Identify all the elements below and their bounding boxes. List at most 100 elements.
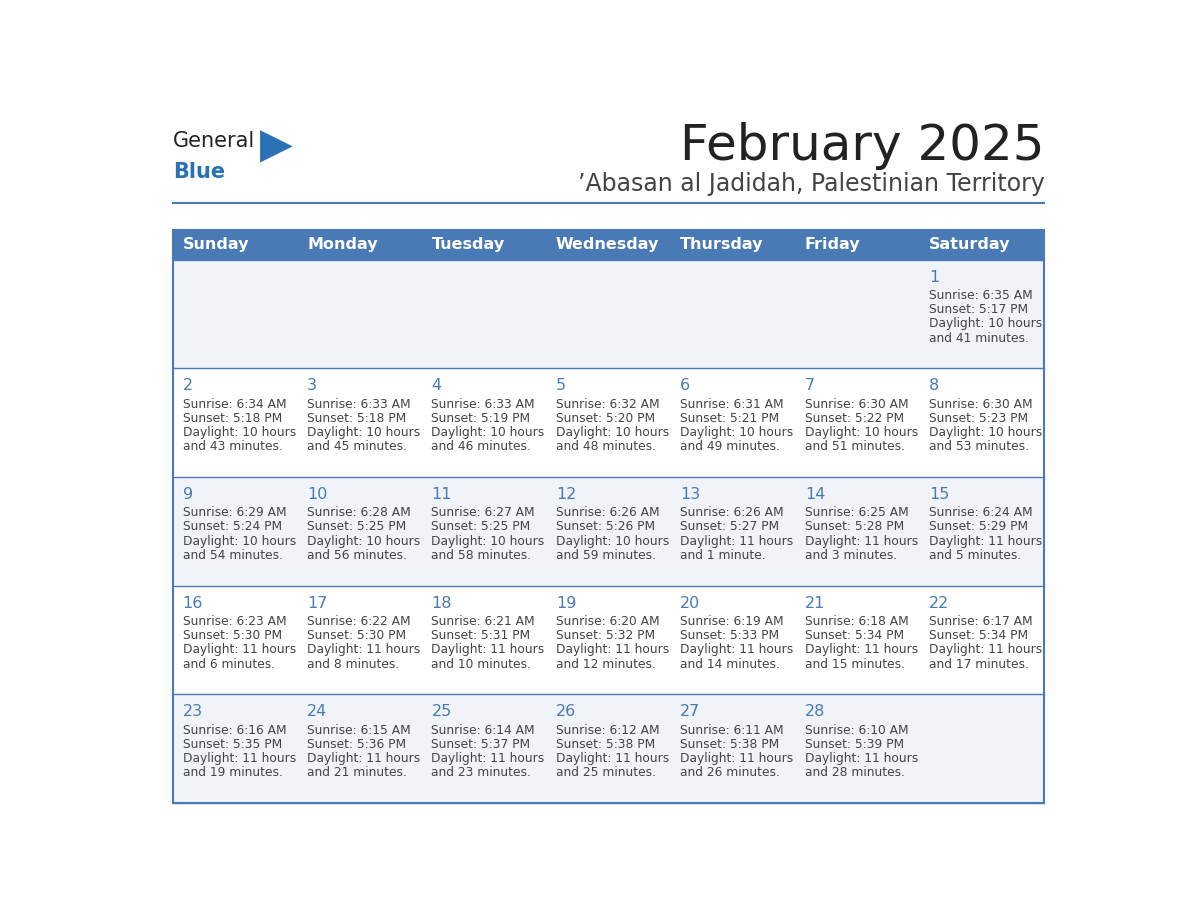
- Text: 28: 28: [804, 704, 826, 720]
- Text: Sunrise: 6:35 AM: Sunrise: 6:35 AM: [929, 289, 1034, 302]
- Text: Daylight: 11 hours: Daylight: 11 hours: [929, 535, 1043, 548]
- Text: Sunset: 5:21 PM: Sunset: 5:21 PM: [681, 412, 779, 425]
- Bar: [173, 260, 1044, 368]
- Bar: [422, 230, 546, 260]
- Text: and 26 minutes.: and 26 minutes.: [681, 767, 781, 779]
- Text: 12: 12: [556, 487, 576, 502]
- Text: Daylight: 11 hours: Daylight: 11 hours: [431, 752, 545, 766]
- Text: Sunset: 5:34 PM: Sunset: 5:34 PM: [804, 629, 904, 643]
- Text: Sunset: 5:32 PM: Sunset: 5:32 PM: [556, 629, 655, 643]
- Text: Daylight: 11 hours: Daylight: 11 hours: [183, 644, 296, 656]
- Text: and 46 minutes.: and 46 minutes.: [431, 441, 531, 453]
- Text: 13: 13: [681, 487, 701, 502]
- Bar: [796, 230, 920, 260]
- Text: Sunset: 5:37 PM: Sunset: 5:37 PM: [431, 738, 531, 751]
- Text: Blue: Blue: [173, 162, 226, 182]
- Text: Sunrise: 6:30 AM: Sunrise: 6:30 AM: [804, 397, 909, 410]
- Text: 2: 2: [183, 378, 192, 393]
- Text: and 56 minutes.: and 56 minutes.: [307, 549, 407, 562]
- Text: Sunrise: 6:12 AM: Sunrise: 6:12 AM: [556, 723, 659, 737]
- Text: 18: 18: [431, 596, 451, 610]
- Text: Wednesday: Wednesday: [556, 238, 659, 252]
- Text: Sunrise: 6:34 AM: Sunrise: 6:34 AM: [183, 397, 286, 410]
- Text: Sunrise: 6:33 AM: Sunrise: 6:33 AM: [307, 397, 411, 410]
- Text: Sunrise: 6:24 AM: Sunrise: 6:24 AM: [929, 506, 1032, 520]
- Bar: [173, 230, 1044, 803]
- Text: and 21 minutes.: and 21 minutes.: [307, 767, 407, 779]
- Text: and 54 minutes.: and 54 minutes.: [183, 549, 283, 562]
- Text: 17: 17: [307, 596, 328, 610]
- Text: 19: 19: [556, 596, 576, 610]
- Text: and 1 minute.: and 1 minute.: [681, 549, 766, 562]
- Text: Sunset: 5:26 PM: Sunset: 5:26 PM: [556, 521, 655, 533]
- Text: 16: 16: [183, 596, 203, 610]
- Text: Sunrise: 6:15 AM: Sunrise: 6:15 AM: [307, 723, 411, 737]
- Text: and 15 minutes.: and 15 minutes.: [804, 657, 905, 671]
- Text: 23: 23: [183, 704, 203, 720]
- Text: Sunrise: 6:23 AM: Sunrise: 6:23 AM: [183, 615, 286, 628]
- Text: and 17 minutes.: and 17 minutes.: [929, 657, 1029, 671]
- Text: and 25 minutes.: and 25 minutes.: [556, 767, 656, 779]
- Text: Sunrise: 6:10 AM: Sunrise: 6:10 AM: [804, 723, 909, 737]
- Text: and 12 minutes.: and 12 minutes.: [556, 657, 656, 671]
- Text: Sunset: 5:33 PM: Sunset: 5:33 PM: [681, 629, 779, 643]
- Text: 25: 25: [431, 704, 451, 720]
- Text: 10: 10: [307, 487, 328, 502]
- Text: 8: 8: [929, 378, 940, 393]
- Text: Daylight: 11 hours: Daylight: 11 hours: [307, 644, 421, 656]
- Text: 3: 3: [307, 378, 317, 393]
- Text: and 58 minutes.: and 58 minutes.: [431, 549, 531, 562]
- Text: 9: 9: [183, 487, 192, 502]
- Bar: [920, 230, 1044, 260]
- Polygon shape: [260, 130, 292, 162]
- Text: 5: 5: [556, 378, 565, 393]
- Text: Sunrise: 6:26 AM: Sunrise: 6:26 AM: [681, 506, 784, 520]
- Text: Daylight: 11 hours: Daylight: 11 hours: [804, 535, 918, 548]
- Text: Sunset: 5:31 PM: Sunset: 5:31 PM: [431, 629, 531, 643]
- Text: Sunset: 5:18 PM: Sunset: 5:18 PM: [183, 412, 282, 425]
- Text: Daylight: 10 hours: Daylight: 10 hours: [804, 426, 918, 439]
- Text: 7: 7: [804, 378, 815, 393]
- Text: Sunrise: 6:25 AM: Sunrise: 6:25 AM: [804, 506, 909, 520]
- Text: 26: 26: [556, 704, 576, 720]
- Text: Daylight: 11 hours: Daylight: 11 hours: [681, 644, 794, 656]
- Text: Daylight: 10 hours: Daylight: 10 hours: [929, 318, 1043, 330]
- Text: Sunrise: 6:28 AM: Sunrise: 6:28 AM: [307, 506, 411, 520]
- Text: Sunset: 5:38 PM: Sunset: 5:38 PM: [556, 738, 655, 751]
- Text: Daylight: 10 hours: Daylight: 10 hours: [681, 426, 794, 439]
- Text: Sunset: 5:28 PM: Sunset: 5:28 PM: [804, 521, 904, 533]
- Text: Daylight: 11 hours: Daylight: 11 hours: [307, 752, 421, 766]
- Bar: [298, 230, 422, 260]
- Text: Daylight: 11 hours: Daylight: 11 hours: [431, 644, 545, 656]
- Text: Monday: Monday: [307, 238, 378, 252]
- Text: Sunrise: 6:11 AM: Sunrise: 6:11 AM: [681, 723, 784, 737]
- Text: and 59 minutes.: and 59 minutes.: [556, 549, 656, 562]
- Text: 4: 4: [431, 378, 442, 393]
- Text: and 10 minutes.: and 10 minutes.: [431, 657, 531, 671]
- Text: Sunrise: 6:21 AM: Sunrise: 6:21 AM: [431, 615, 535, 628]
- Text: Daylight: 10 hours: Daylight: 10 hours: [556, 426, 669, 439]
- Text: and 23 minutes.: and 23 minutes.: [431, 767, 531, 779]
- Text: and 45 minutes.: and 45 minutes.: [307, 441, 407, 453]
- Text: and 8 minutes.: and 8 minutes.: [307, 657, 399, 671]
- Text: and 14 minutes.: and 14 minutes.: [681, 657, 781, 671]
- Text: and 43 minutes.: and 43 minutes.: [183, 441, 283, 453]
- Text: 6: 6: [681, 378, 690, 393]
- Text: Sunset: 5:34 PM: Sunset: 5:34 PM: [929, 629, 1029, 643]
- Text: Sunrise: 6:30 AM: Sunrise: 6:30 AM: [929, 397, 1032, 410]
- Text: Daylight: 11 hours: Daylight: 11 hours: [929, 644, 1043, 656]
- Bar: [173, 477, 1044, 586]
- Text: Friday: Friday: [804, 238, 860, 252]
- Text: Daylight: 11 hours: Daylight: 11 hours: [681, 535, 794, 548]
- Text: Sunset: 5:30 PM: Sunset: 5:30 PM: [307, 629, 406, 643]
- Text: 22: 22: [929, 596, 949, 610]
- Text: Daylight: 10 hours: Daylight: 10 hours: [307, 426, 421, 439]
- Text: and 53 minutes.: and 53 minutes.: [929, 441, 1029, 453]
- Text: Sunset: 5:20 PM: Sunset: 5:20 PM: [556, 412, 655, 425]
- Bar: [671, 230, 796, 260]
- Text: Sunrise: 6:19 AM: Sunrise: 6:19 AM: [681, 615, 784, 628]
- Text: Daylight: 11 hours: Daylight: 11 hours: [681, 752, 794, 766]
- Text: Daylight: 11 hours: Daylight: 11 hours: [804, 644, 918, 656]
- Text: Sunrise: 6:31 AM: Sunrise: 6:31 AM: [681, 397, 784, 410]
- Text: Daylight: 10 hours: Daylight: 10 hours: [556, 535, 669, 548]
